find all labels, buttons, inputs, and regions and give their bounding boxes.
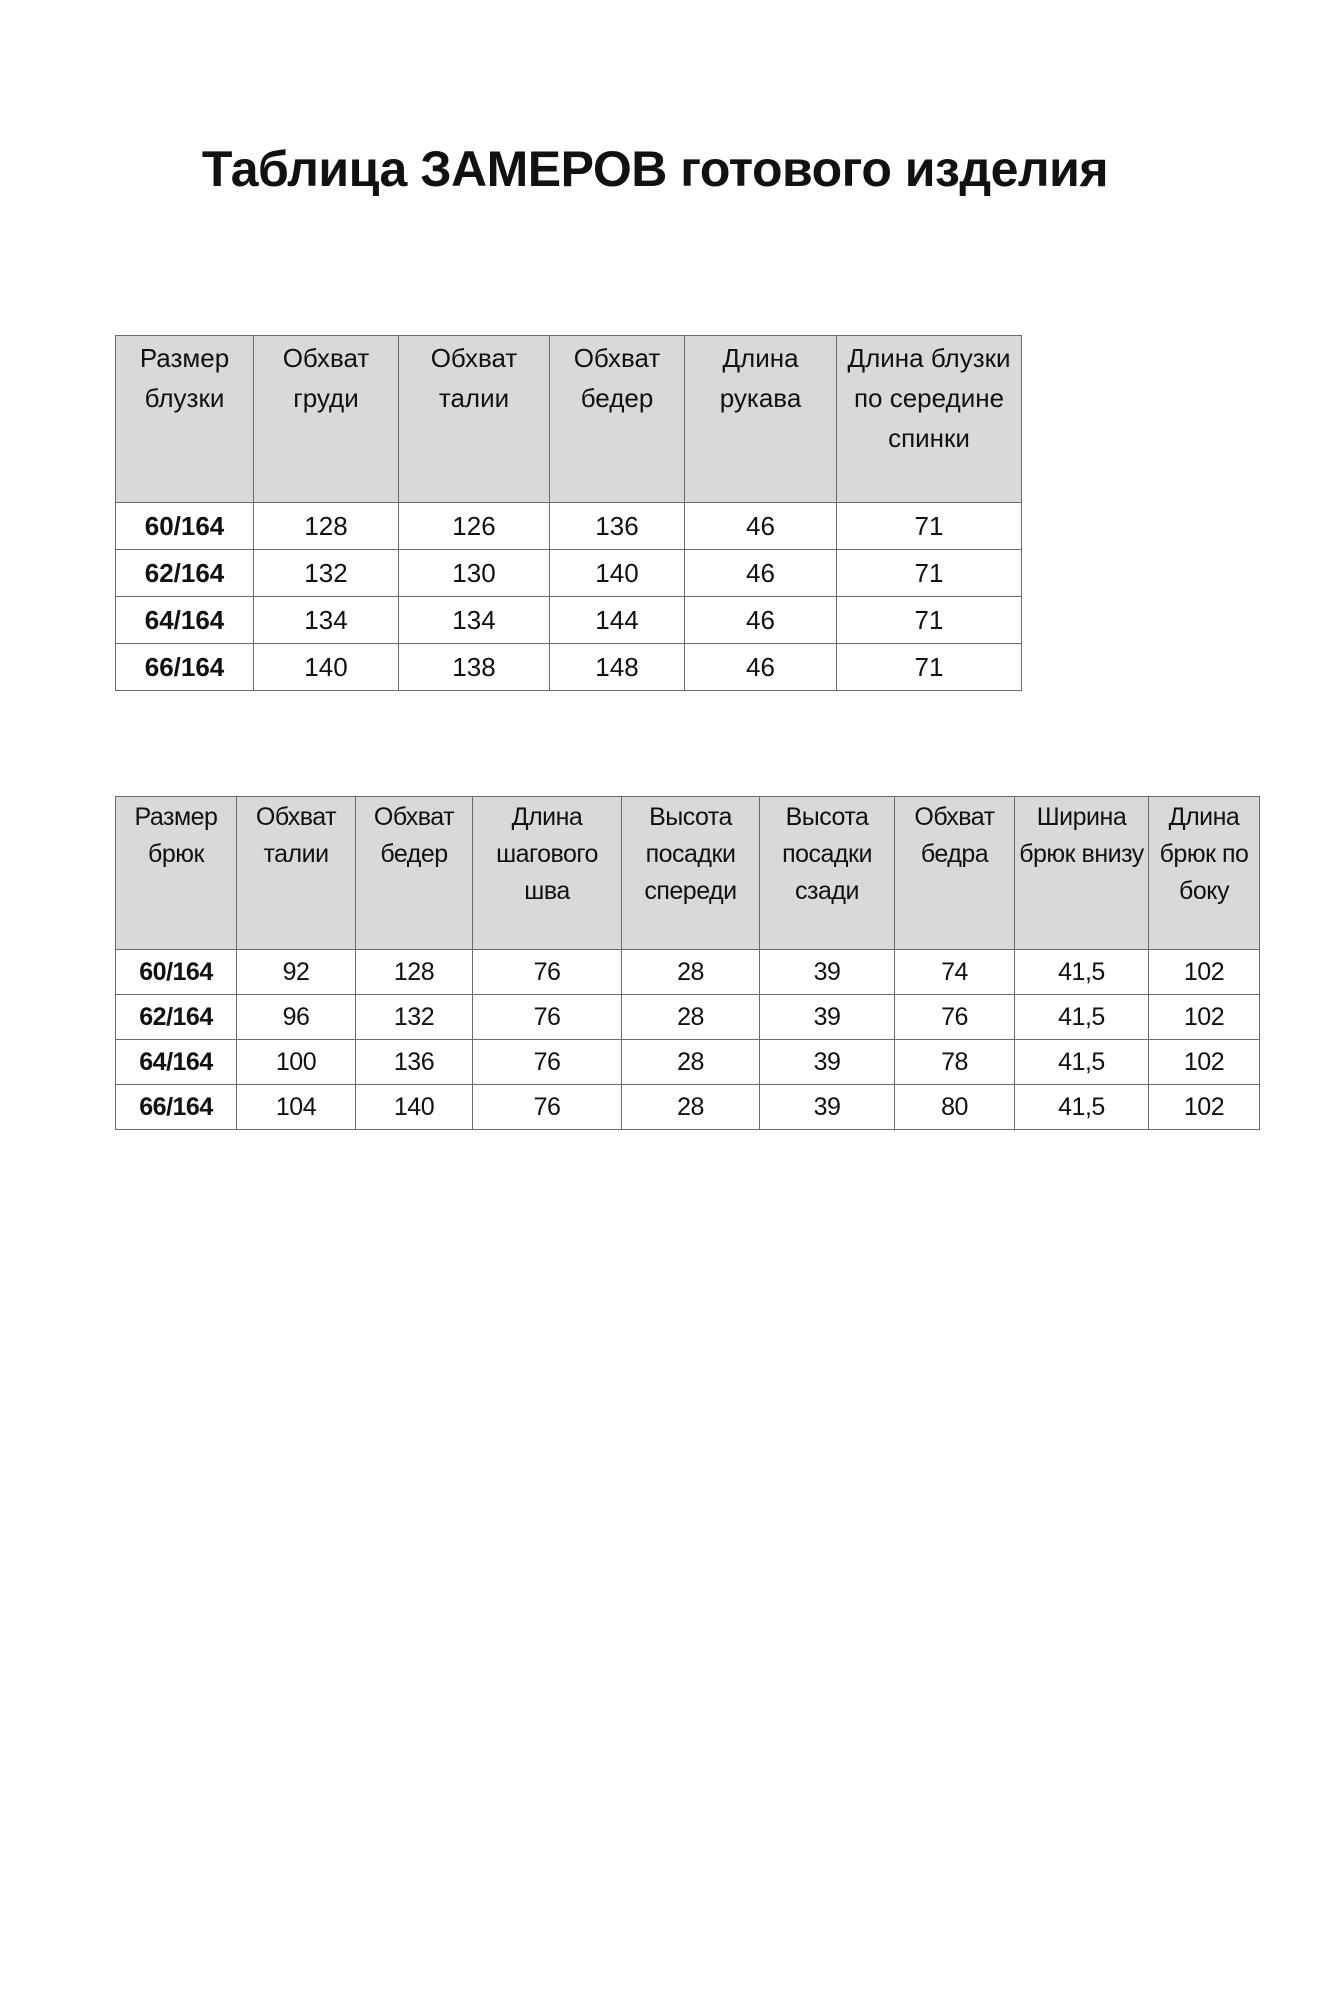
value-cell: 39 bbox=[759, 1039, 895, 1085]
column-header: Длина блузки по середине спинки bbox=[836, 335, 1022, 503]
column-header: Размер брюк bbox=[115, 796, 237, 950]
page-title: Таблица ЗАМЕРОВ готового изделия bbox=[201, 141, 1109, 197]
blouse-measurements-table: Размер блузки Обхват груди Обхват талии Обх… bbox=[115, 335, 1022, 691]
value-cell: 128 bbox=[253, 502, 399, 550]
value-cell: 76 bbox=[472, 1084, 622, 1130]
value-cell: 102 bbox=[1148, 994, 1260, 1040]
size-cell: 66/164 bbox=[115, 643, 254, 691]
value-cell: 39 bbox=[759, 1084, 895, 1130]
value-cell: 80 bbox=[894, 1084, 1015, 1130]
value-cell: 102 bbox=[1148, 1084, 1260, 1130]
value-cell: 76 bbox=[472, 1039, 622, 1085]
value-cell: 76 bbox=[894, 994, 1015, 1040]
column-header: Обхват бедер bbox=[549, 335, 685, 503]
value-cell: 126 bbox=[398, 502, 550, 550]
table-header-row: Размер блузки Обхват груди Обхват талии Обх… bbox=[115, 335, 1022, 503]
value-cell: 46 bbox=[684, 549, 837, 597]
value-cell: 128 bbox=[355, 949, 473, 995]
size-cell: 66/164 bbox=[115, 1084, 237, 1130]
value-cell: 46 bbox=[684, 502, 837, 550]
column-header: Ширина брюк внизу bbox=[1014, 796, 1149, 950]
value-cell: 132 bbox=[253, 549, 399, 597]
column-header: Высота посадки спереди bbox=[621, 796, 760, 950]
value-cell: 140 bbox=[355, 1084, 473, 1130]
value-cell: 132 bbox=[355, 994, 473, 1040]
value-cell: 104 bbox=[236, 1084, 356, 1130]
value-cell: 71 bbox=[836, 643, 1022, 691]
value-cell: 41,5 bbox=[1014, 1039, 1149, 1085]
column-header: Обхват груди bbox=[253, 335, 399, 503]
column-header: Высота посадки сзади bbox=[759, 796, 895, 950]
value-cell: 92 bbox=[236, 949, 356, 995]
value-cell: 96 bbox=[236, 994, 356, 1040]
trousers-measurements-table: Размер брюк Обхват талии Обхват бедер Длина… bbox=[115, 796, 1260, 1130]
value-cell: 136 bbox=[549, 502, 685, 550]
table-header-row: Размер брюк Обхват талии Обхват бедер Длина… bbox=[115, 796, 1260, 950]
size-cell: 62/164 bbox=[115, 549, 254, 597]
value-cell: 74 bbox=[894, 949, 1015, 995]
value-cell: 102 bbox=[1148, 949, 1260, 995]
column-header: Длина шагового шва bbox=[472, 796, 622, 950]
value-cell: 130 bbox=[398, 549, 550, 597]
value-cell: 78 bbox=[894, 1039, 1015, 1085]
value-cell: 76 bbox=[472, 949, 622, 995]
size-cell: 60/164 bbox=[115, 502, 254, 550]
value-cell: 28 bbox=[621, 1084, 760, 1130]
value-cell: 144 bbox=[549, 596, 685, 644]
value-cell: 76 bbox=[472, 994, 622, 1040]
size-cell: 64/164 bbox=[115, 1039, 237, 1085]
value-cell: 148 bbox=[549, 643, 685, 691]
value-cell: 39 bbox=[759, 949, 895, 995]
value-cell: 100 bbox=[236, 1039, 356, 1085]
value-cell: 46 bbox=[684, 596, 837, 644]
column-header: Обхват бедра bbox=[894, 796, 1015, 950]
table-row: 62/164 96 132 76 28 39 76 41,5 102 bbox=[115, 994, 1260, 1040]
table-row: 64/164 100 136 76 28 39 78 41,5 102 bbox=[115, 1039, 1260, 1085]
value-cell: 41,5 bbox=[1014, 994, 1149, 1040]
value-cell: 28 bbox=[621, 1039, 760, 1085]
size-cell: 60/164 bbox=[115, 949, 237, 995]
table-row: 60/164 128 126 136 46 71 bbox=[115, 502, 1022, 550]
table-row: 62/164 132 130 140 46 71 bbox=[115, 549, 1022, 597]
value-cell: 102 bbox=[1148, 1039, 1260, 1085]
value-cell: 140 bbox=[549, 549, 685, 597]
table-row: 60/164 92 128 76 28 39 74 41,5 102 bbox=[115, 949, 1260, 995]
column-header: Длина брюк по боку bbox=[1148, 796, 1260, 950]
table-row: 66/164 104 140 76 28 39 80 41,5 102 bbox=[115, 1084, 1260, 1130]
value-cell: 28 bbox=[621, 949, 760, 995]
column-header: Размер блузки bbox=[115, 335, 254, 503]
size-cell: 64/164 bbox=[115, 596, 254, 644]
value-cell: 134 bbox=[253, 596, 399, 644]
column-header: Обхват талии bbox=[398, 335, 550, 503]
table-row: 64/164 134 134 144 46 71 bbox=[115, 596, 1022, 644]
column-header: Длина рукава bbox=[684, 335, 837, 503]
value-cell: 140 bbox=[253, 643, 399, 691]
value-cell: 71 bbox=[836, 502, 1022, 550]
value-cell: 71 bbox=[836, 596, 1022, 644]
value-cell: 134 bbox=[398, 596, 550, 644]
value-cell: 136 bbox=[355, 1039, 473, 1085]
value-cell: 41,5 bbox=[1014, 1084, 1149, 1130]
value-cell: 39 bbox=[759, 994, 895, 1040]
value-cell: 28 bbox=[621, 994, 760, 1040]
value-cell: 138 bbox=[398, 643, 550, 691]
table-row: 66/164 140 138 148 46 71 bbox=[115, 643, 1022, 691]
value-cell: 41,5 bbox=[1014, 949, 1149, 995]
column-header: Обхват бедер bbox=[355, 796, 473, 950]
value-cell: 46 bbox=[684, 643, 837, 691]
column-header: Обхват талии bbox=[236, 796, 356, 950]
size-cell: 62/164 bbox=[115, 994, 237, 1040]
value-cell: 71 bbox=[836, 549, 1022, 597]
